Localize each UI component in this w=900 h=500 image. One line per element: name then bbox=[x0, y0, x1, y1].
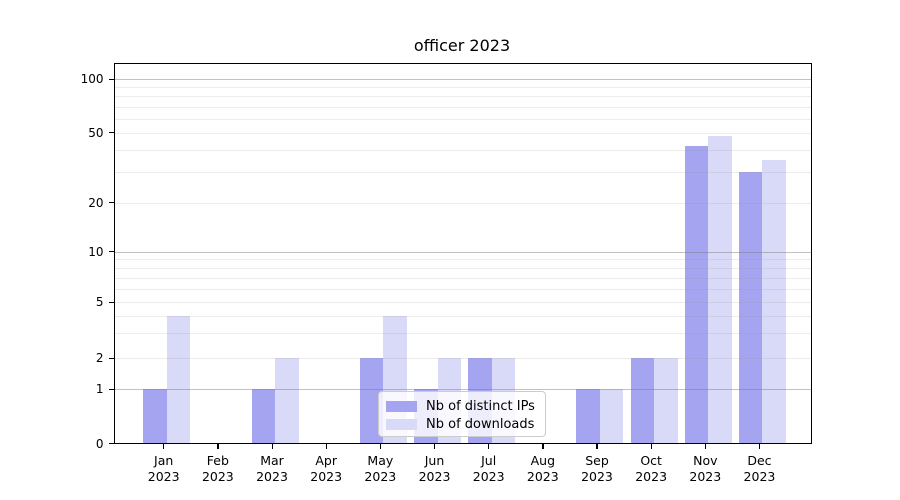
x-tick-mark bbox=[434, 443, 436, 449]
year-label: 2023 bbox=[418, 468, 451, 484]
bar-downloads bbox=[708, 135, 732, 444]
month-label: Jun bbox=[424, 452, 445, 468]
y-tick-mark bbox=[109, 202, 114, 204]
y-tick-mark bbox=[109, 132, 114, 134]
year-label: 2023 bbox=[689, 468, 722, 484]
x-tick-label: Jul 2023 bbox=[462, 453, 516, 485]
x-tick-label: Jun 2023 bbox=[408, 453, 462, 485]
month-label: Oct bbox=[640, 452, 662, 468]
month-label: Mar bbox=[260, 452, 284, 468]
bar-downloads bbox=[275, 358, 299, 444]
y-tick-label: 20 bbox=[88, 195, 104, 210]
month-label: Aug bbox=[530, 452, 556, 468]
y-tick-mark bbox=[109, 443, 114, 445]
x-tick-mark bbox=[163, 443, 165, 449]
x-tick-label: Mar 2023 bbox=[245, 453, 299, 485]
minor-gridline bbox=[113, 96, 812, 98]
y-tick-label: 50 bbox=[88, 125, 104, 140]
legend-swatch-distinct-ips bbox=[386, 400, 417, 412]
bar-downloads bbox=[654, 358, 678, 444]
x-tick-mark bbox=[650, 443, 652, 449]
major-gridline bbox=[113, 79, 812, 80]
month-label: Feb bbox=[206, 452, 229, 468]
bar-distinct-ips bbox=[630, 358, 655, 444]
year-label: 2023 bbox=[310, 468, 343, 484]
minor-gridline bbox=[113, 106, 812, 108]
month-label: Apr bbox=[315, 452, 337, 468]
year-label: 2023 bbox=[256, 468, 288, 484]
legend-item-downloads: Nb of downloads bbox=[386, 415, 537, 433]
bar-distinct-ips bbox=[359, 358, 384, 444]
y-tick-mark bbox=[109, 78, 114, 80]
legend-item-distinct-ips: Nb of distinct IPs bbox=[386, 397, 537, 415]
x-tick-label: Jan 2023 bbox=[137, 453, 191, 485]
y-tick-label: 2 bbox=[95, 351, 104, 366]
legend: Nb of distinct IPs Nb of downloads bbox=[378, 391, 546, 437]
year-label: 2023 bbox=[472, 468, 505, 484]
y-tick-label: 5 bbox=[95, 295, 104, 309]
y-tick-mark bbox=[109, 357, 114, 359]
x-tick-label: Dec 2023 bbox=[732, 453, 786, 485]
bar-distinct-ips bbox=[738, 171, 763, 444]
y-tick-label: 1 bbox=[95, 382, 104, 396]
year-label: 2023 bbox=[147, 468, 180, 484]
x-tick-mark bbox=[325, 443, 327, 449]
x-tick-label: Feb 2023 bbox=[191, 453, 245, 485]
legend-label-downloads: Nb of downloads bbox=[426, 416, 535, 432]
bar-distinct-ips bbox=[251, 389, 276, 444]
x-tick-mark bbox=[542, 443, 544, 449]
x-tick-mark bbox=[488, 443, 490, 449]
x-tick-label: Oct 2023 bbox=[624, 453, 678, 485]
legend-swatch-downloads bbox=[386, 418, 417, 430]
bar-downloads bbox=[762, 159, 786, 444]
bar-downloads bbox=[599, 389, 624, 444]
year-label: 2023 bbox=[635, 468, 668, 484]
month-label: May bbox=[367, 452, 394, 468]
x-tick-label: Apr 2023 bbox=[299, 453, 353, 485]
x-tick-label: Aug 2023 bbox=[516, 453, 570, 485]
x-tick-mark bbox=[596, 443, 598, 449]
y-tick-mark bbox=[109, 251, 114, 253]
x-tick-mark bbox=[379, 443, 382, 449]
legend-label-distinct-ips: Nb of distinct IPs bbox=[426, 398, 535, 414]
y-tick-mark bbox=[109, 301, 114, 303]
bar-distinct-ips bbox=[576, 389, 600, 444]
year-label: 2023 bbox=[743, 468, 776, 484]
month-label: Nov bbox=[693, 452, 718, 468]
bar-downloads bbox=[166, 315, 191, 444]
bar-distinct-ips bbox=[143, 389, 167, 444]
year-label: 2023 bbox=[526, 468, 559, 484]
y-tick-label: 100 bbox=[80, 72, 104, 86]
chart-title: officer 2023 bbox=[413, 36, 511, 55]
month-label: Jan bbox=[154, 452, 174, 468]
x-tick-label: Nov 2023 bbox=[678, 453, 732, 485]
bar-distinct-ips bbox=[684, 146, 709, 444]
year-label: 2023 bbox=[581, 468, 613, 484]
year-label: 2023 bbox=[201, 468, 234, 484]
month-label: Dec bbox=[747, 452, 772, 468]
x-tick-label: May 2023 bbox=[353, 453, 407, 485]
x-tick-mark bbox=[217, 443, 219, 449]
x-tick-mark bbox=[758, 443, 761, 449]
y-tick-label: 10 bbox=[88, 244, 104, 259]
y-tick-label: 0 bbox=[95, 436, 104, 451]
minor-gridline bbox=[113, 87, 812, 89]
x-tick-mark bbox=[271, 443, 273, 449]
month-label: Sep bbox=[585, 452, 609, 468]
month-label: Jul bbox=[481, 452, 497, 468]
year-label: 2023 bbox=[364, 468, 397, 484]
minor-gridline bbox=[113, 118, 812, 120]
y-tick-mark bbox=[109, 388, 114, 390]
minor-gridline bbox=[113, 132, 812, 134]
x-tick-mark bbox=[704, 443, 706, 449]
x-tick-label: Sep 2023 bbox=[570, 453, 624, 485]
